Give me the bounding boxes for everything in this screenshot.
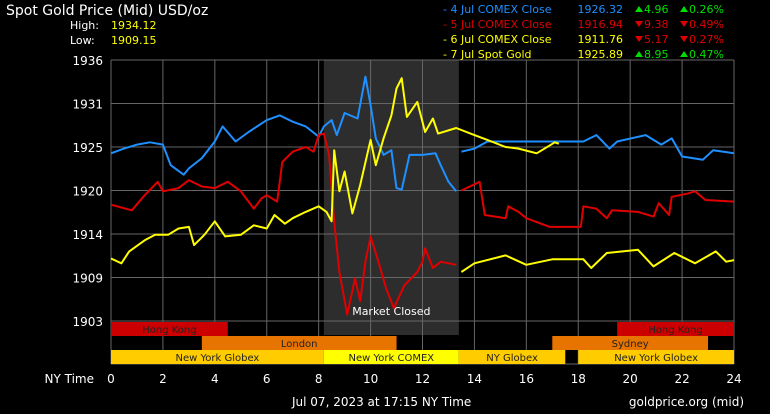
y-tick-label: 1936: [72, 54, 103, 68]
legend-pct: 0.26%: [689, 3, 724, 16]
series-line-2: [460, 180, 735, 228]
session-label: New York COMEX: [349, 353, 435, 364]
legend-price: 1911.76: [578, 33, 624, 46]
arrow-down-icon: [635, 36, 643, 42]
arrow-down-icon: [680, 21, 688, 27]
session-label: Hong Kong: [142, 325, 196, 336]
session-label: London: [281, 339, 318, 350]
x-axis-label: NY Time: [45, 372, 95, 386]
session-bar: [323, 350, 459, 364]
source-link[interactable]: goldprice.org (mid): [629, 395, 744, 409]
x-tick-label: 18: [571, 372, 586, 386]
arrow-up-icon: [635, 6, 643, 12]
x-tick-label: 14: [467, 372, 482, 386]
x-tick-label: 16: [519, 372, 534, 386]
session-label: Sydney: [612, 339, 649, 350]
x-tick-label: 4: [211, 372, 219, 386]
timestamp: Jul 07, 2023 at 17:15 NY Time: [291, 395, 471, 409]
session-bar: [578, 350, 734, 364]
legend-label: - 4 Jul COMEX Close: [443, 3, 552, 16]
session-bar: [201, 336, 397, 350]
legend-label: - 5 Jul COMEX Close: [443, 18, 552, 31]
legend-pct: 0.27%: [689, 33, 724, 46]
legend-price: 1926.32: [578, 3, 624, 16]
y-tick-label: 1909: [72, 272, 103, 286]
session-label: New York Globex: [614, 353, 698, 364]
series-line-3: [460, 248, 735, 273]
arrow-up-icon: [680, 6, 688, 12]
legend-change: 8.95: [644, 48, 669, 61]
legend-change: 4.96: [644, 3, 669, 16]
series-line-1: [110, 75, 457, 192]
session-bar: [552, 336, 709, 350]
x-tick-label: 24: [726, 372, 741, 386]
series-line-2: [110, 132, 457, 316]
y-tick-label: 1914: [72, 228, 103, 242]
session-bar: [111, 350, 324, 364]
x-tick-label: 20: [623, 372, 638, 386]
session-bar: [111, 322, 228, 336]
x-tick-label: 2: [159, 372, 167, 386]
session-label: NY Globex: [486, 353, 538, 364]
legend-label: - 6 Jul COMEX Close: [443, 33, 552, 46]
chart-title: Spot Gold Price (Mid) USD/oz: [6, 3, 208, 19]
high-label: High:: [70, 19, 99, 32]
low-value: 1909.15: [111, 34, 157, 47]
arrow-up-icon: [635, 51, 643, 57]
session-bar: [617, 322, 734, 336]
session-bar: [458, 350, 566, 364]
arrow-down-icon: [635, 21, 643, 27]
x-tick-label: 12: [415, 372, 430, 386]
arrow-down-icon: [680, 36, 688, 42]
session-label: New York Globex: [175, 353, 259, 364]
series-line-4: [110, 77, 560, 265]
x-tick-label: 10: [363, 372, 378, 386]
market-closed-band: [323, 60, 459, 335]
legend-item: - 4 Jul COMEX Close 1926.32 4.96 0.26%: [443, 3, 724, 16]
legend-pct: 0.47%: [689, 48, 724, 61]
y-tick-label: 1903: [72, 315, 103, 329]
legend-item: - 7 Jul Spot Gold 1925.89 8.95 0.47%: [443, 48, 724, 61]
series-line-1: [461, 134, 735, 161]
arrow-up-icon: [680, 51, 688, 57]
legend-price: 1925.89: [578, 48, 624, 61]
x-tick-label: 8: [315, 372, 323, 386]
high-value: 1934.12: [111, 19, 157, 32]
legend-item: - 6 Jul COMEX Close 1911.76 5.17 0.27%: [443, 33, 724, 46]
legend-change: 9.38: [644, 18, 669, 31]
y-tick-label: 1925: [72, 141, 103, 155]
legend-price: 1916.94: [578, 18, 624, 31]
x-tick-label: 22: [674, 372, 689, 386]
legend-change: 5.17: [644, 33, 669, 46]
session-label: Hong Kong: [648, 325, 702, 336]
y-tick-label: 1920: [72, 185, 103, 199]
low-label: Low:: [70, 34, 95, 47]
market-closed-label: Market Closed: [352, 305, 430, 318]
legend-label: - 7 Jul Spot Gold: [443, 48, 532, 61]
legend-item: - 5 Jul COMEX Close 1916.94 9.38 0.49%: [443, 18, 724, 31]
x-tick-label: 6: [263, 372, 271, 386]
legend-pct: 0.49%: [689, 18, 724, 31]
x-tick-label: 0: [107, 372, 115, 386]
y-tick-label: 1931: [72, 98, 103, 112]
